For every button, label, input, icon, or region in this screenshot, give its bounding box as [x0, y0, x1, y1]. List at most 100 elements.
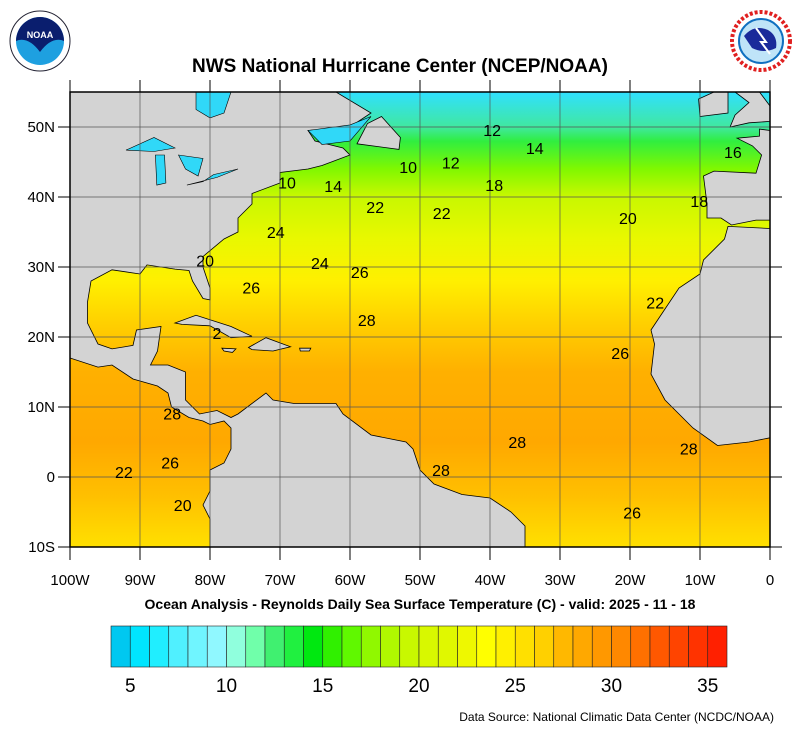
contour-label: 14 — [324, 179, 342, 196]
colorbar-swatch — [149, 625, 170, 668]
colorbar-label: 35 — [697, 676, 719, 697]
contour-label: 24 — [267, 225, 285, 242]
lon-tick-label: 60W — [335, 572, 367, 589]
contour-label: 16 — [724, 145, 742, 162]
contour-label: 26 — [623, 506, 641, 523]
colorbar-swatch — [591, 625, 612, 668]
lat-tick-label: 20N — [27, 329, 55, 346]
jamaica — [221, 347, 237, 353]
colorbar-label: 25 — [504, 676, 526, 697]
contour-label: 2 — [213, 326, 222, 343]
colorbar-swatch — [129, 625, 150, 668]
lon-tick-label: 70W — [265, 572, 297, 589]
colorbar-swatch — [187, 625, 208, 668]
colorbar-swatch — [437, 625, 458, 668]
contour-label: 28 — [508, 435, 526, 452]
noaa-logo: NOAA — [9, 10, 71, 72]
lat-tick-label: 40N — [27, 189, 55, 206]
contour-label: 24 — [311, 256, 329, 273]
colorbar-swatch — [360, 625, 381, 668]
lon-tick-label: 10W — [685, 572, 717, 589]
colorbar-swatch — [110, 625, 131, 668]
lon-tick-label: 90W — [125, 572, 157, 589]
colorbar-swatch — [341, 625, 362, 668]
colorbar-swatch — [226, 625, 247, 668]
svg-text:NOAA: NOAA — [27, 30, 54, 40]
contour-label: 20 — [196, 254, 214, 271]
colorbar-swatch — [572, 625, 593, 668]
map-subtitle: Ocean Analysis - Reynolds Daily Sea Surf… — [144, 596, 696, 612]
colorbar-swatch — [649, 625, 670, 668]
lake-huron — [177, 154, 204, 177]
nws-logo — [730, 10, 792, 72]
colorbar-swatch — [553, 625, 574, 668]
colorbar-swatch — [399, 625, 420, 668]
colorbar-swatch — [264, 625, 285, 668]
colorbar-label: 10 — [215, 676, 238, 697]
lon-tick-label: 50W — [405, 572, 437, 589]
page-title: NWS National Hurricane Center (NCEP/NOAA… — [192, 56, 608, 77]
colorbar-label: 20 — [408, 676, 430, 697]
lake-erie-ontario — [186, 168, 239, 186]
colorbar-swatch — [630, 625, 651, 668]
contour-label: 10 — [278, 175, 296, 192]
lon-tick-label: 40W — [475, 572, 507, 589]
contour-label: 26 — [242, 280, 260, 297]
gulf-st-lawrence — [307, 116, 372, 145]
colorbar-swatch — [457, 625, 478, 668]
contour-label: 12 — [442, 156, 460, 173]
data-source: Data Source: National Climatic Data Cent… — [459, 710, 774, 724]
colorbar-swatch — [303, 625, 324, 668]
colorbar-swatch — [534, 625, 555, 668]
contour-label: 28 — [163, 406, 181, 423]
colorbar-swatch — [283, 625, 304, 668]
lon-tick-label: 0 — [766, 572, 774, 589]
contour-label: 28 — [432, 463, 450, 480]
contour-label: 22 — [366, 200, 384, 217]
lat-tick-label: 10S — [28, 539, 55, 556]
colorbar-swatch — [514, 625, 535, 668]
lon-tick-label: 80W — [195, 572, 227, 589]
contour-label: 26 — [161, 455, 179, 472]
lake-michigan — [155, 154, 167, 186]
colorbar-swatch — [206, 625, 227, 668]
colorbar — [110, 625, 728, 668]
colorbar-swatch — [418, 625, 439, 668]
lat-tick-label: 0 — [47, 469, 55, 486]
contour-label: 22 — [115, 465, 133, 482]
contour-label: 22 — [433, 206, 451, 223]
contour-label: 12 — [483, 123, 501, 140]
colorbar-swatch — [707, 625, 728, 668]
colorbar-label: 30 — [600, 676, 623, 697]
contour-label: 22 — [646, 296, 664, 313]
colorbar-label: 5 — [124, 676, 136, 697]
colorbar-label: 15 — [312, 676, 334, 697]
colorbar-swatch — [611, 625, 632, 668]
europe — [703, 128, 771, 226]
north-south-america — [69, 91, 526, 548]
colorbar-swatch — [322, 625, 343, 668]
contour-label: 10 — [399, 160, 417, 177]
colorbar-swatch — [495, 625, 516, 668]
contour-label: 28 — [680, 441, 698, 458]
lat-tick-label: 30N — [27, 259, 55, 276]
contour-label: 18 — [485, 178, 503, 195]
contour-label: 28 — [358, 313, 376, 330]
colorbar-swatch — [476, 625, 497, 668]
contour-label: 26 — [611, 346, 629, 363]
contour-label: 14 — [526, 141, 544, 158]
lon-tick-label: 20W — [615, 572, 647, 589]
lake-superior — [125, 137, 176, 152]
colorbar-swatch — [245, 625, 266, 668]
contour-label: 20 — [174, 498, 192, 515]
contour-label: 18 — [690, 194, 708, 211]
puerto-rico — [299, 347, 312, 352]
lon-tick-label: 100W — [50, 572, 90, 589]
colorbar-swatch — [688, 625, 709, 668]
lat-tick-label: 10N — [27, 399, 55, 416]
africa — [650, 225, 771, 446]
contour-label: 26 — [351, 265, 369, 282]
colorbar-swatch — [668, 625, 689, 668]
colorbar-swatch — [168, 625, 189, 668]
